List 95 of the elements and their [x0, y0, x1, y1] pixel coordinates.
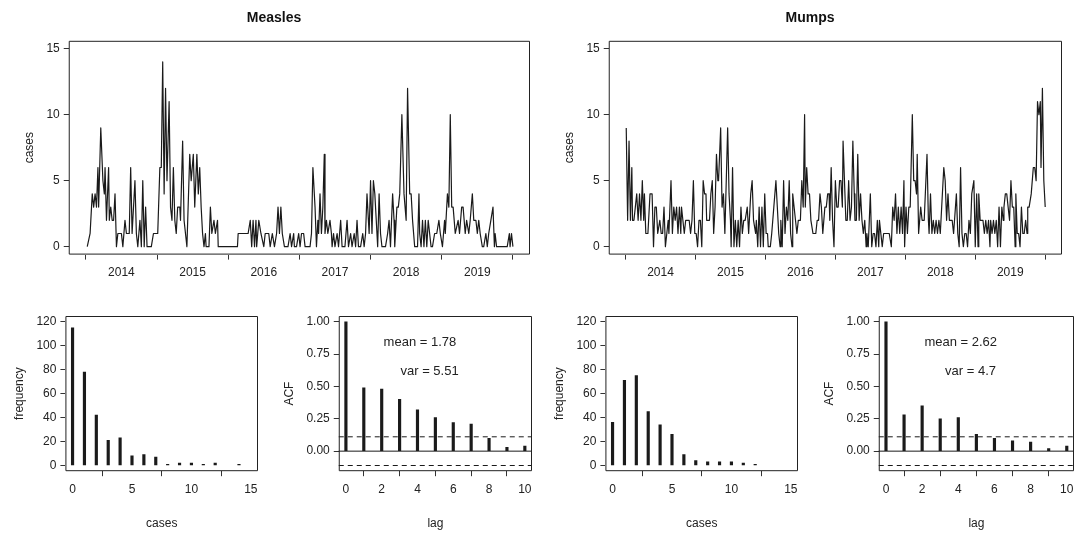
x-tick-label: 15	[244, 481, 258, 496]
x-tick-label: 0	[69, 481, 77, 496]
y-axis-title: ACF	[821, 381, 836, 406]
x-tick-label: 10	[724, 481, 739, 496]
x-tick-label: 0	[609, 481, 617, 496]
x-tick-label: 2018	[392, 265, 420, 280]
x-tick-label: 2015	[717, 265, 745, 280]
bar	[646, 411, 650, 466]
x-tick-label: 10	[1060, 481, 1074, 496]
y-tick-label: 100	[576, 338, 597, 353]
x-tick-label: 15	[784, 481, 798, 496]
x-tick-label: 5	[128, 481, 136, 496]
x-tick-label: 0	[882, 481, 890, 496]
y-axis-title: frequency	[11, 367, 26, 420]
bar	[118, 437, 122, 466]
x-tick-label: 8	[485, 481, 493, 496]
y-tick-label: 0	[589, 457, 597, 472]
y-tick-label: 80	[583, 361, 597, 376]
y-tick-label: 15	[46, 41, 61, 56]
bar	[610, 422, 615, 466]
y-tick-label: 0	[49, 457, 57, 472]
x-tick-label: 6	[991, 481, 999, 496]
y-tick-label: 100	[36, 338, 57, 353]
x-axis-title: cases	[686, 516, 718, 531]
x-tick-label: 2019	[463, 265, 491, 280]
bar	[142, 454, 146, 466]
x-tick-label: 2014	[647, 265, 675, 280]
x-tick-label: 2019	[996, 265, 1024, 280]
x-tick-label: 2016	[250, 265, 278, 280]
y-tick-label: 20	[583, 433, 597, 448]
x-tick-label: 8	[1027, 481, 1035, 496]
bar	[634, 375, 638, 466]
y-tick-label: 40	[43, 409, 57, 424]
y-tick-label: 0	[593, 238, 601, 253]
bar	[130, 455, 134, 466]
x-tick-label: 2015	[179, 265, 207, 280]
x-tick-label: 4	[954, 481, 962, 496]
y-tick-label: 15	[586, 41, 601, 56]
y-tick-label: 1.00	[306, 314, 331, 329]
y-tick-label: 10	[46, 107, 61, 122]
bar	[622, 380, 627, 466]
y-tick-label: 5	[593, 173, 601, 188]
x-tick-label: 10	[184, 481, 199, 496]
x-tick-label: 2	[378, 481, 386, 496]
y-axis-title: frequency	[551, 367, 566, 420]
annotation: mean = 2.62	[924, 333, 998, 349]
y-axis-title: cases	[21, 132, 36, 164]
x-tick-label: 10	[518, 481, 532, 496]
x-tick-label: 0	[342, 481, 350, 496]
x-tick-label: 6	[449, 481, 457, 496]
x-tick-label: 2018	[926, 265, 954, 280]
y-tick-label: 0	[53, 238, 61, 253]
bar	[670, 433, 674, 466]
y-tick-label: 0.75	[306, 346, 331, 361]
y-tick-label: 0.25	[846, 411, 871, 426]
y-tick-label: 40	[583, 409, 597, 424]
y-tick-label: 5	[53, 173, 61, 188]
annotation: mean = 1.78	[383, 333, 457, 349]
y-tick-label: 1.00	[846, 314, 871, 329]
y-tick-label: 60	[583, 385, 597, 400]
y-tick-label: 0.75	[846, 346, 871, 361]
x-tick-label: 2017	[857, 265, 885, 280]
x-tick-label: 2016	[787, 265, 815, 280]
y-tick-label: 80	[43, 361, 57, 376]
y-tick-label: 10	[586, 107, 601, 122]
x-tick-label: 2017	[321, 265, 349, 280]
y-tick-label: 0.00	[306, 443, 331, 458]
x-tick-label: 5	[668, 481, 676, 496]
y-axis-title: cases	[561, 132, 576, 164]
annotation: var = 4.7	[945, 363, 996, 379]
bar	[106, 439, 110, 466]
x-tick-label: 4	[414, 481, 422, 496]
bar	[658, 424, 662, 466]
x-axis-title: lag	[427, 516, 444, 531]
bar	[70, 327, 75, 466]
chart-title: Measles	[246, 9, 302, 26]
y-tick-label: 120	[36, 314, 57, 329]
bar	[694, 460, 698, 466]
x-tick-label: 2	[918, 481, 926, 496]
x-tick-label: 2014	[108, 265, 136, 280]
bar	[94, 414, 98, 466]
y-tick-label: 0.50	[306, 378, 331, 393]
annotation: var = 5.51	[400, 363, 459, 379]
y-tick-label: 0.50	[846, 378, 871, 393]
bar	[682, 454, 686, 466]
bar	[82, 371, 87, 466]
y-tick-label: 120	[576, 314, 597, 329]
y-tick-label: 0.00	[846, 443, 871, 458]
x-axis-title: lag	[968, 516, 985, 531]
y-tick-label: 20	[43, 433, 57, 448]
y-tick-label: 60	[43, 385, 57, 400]
chart-title: Mumps	[785, 9, 835, 26]
y-axis-title: ACF	[281, 381, 296, 406]
x-axis-title: cases	[146, 516, 178, 531]
y-tick-label: 0.25	[306, 411, 331, 426]
